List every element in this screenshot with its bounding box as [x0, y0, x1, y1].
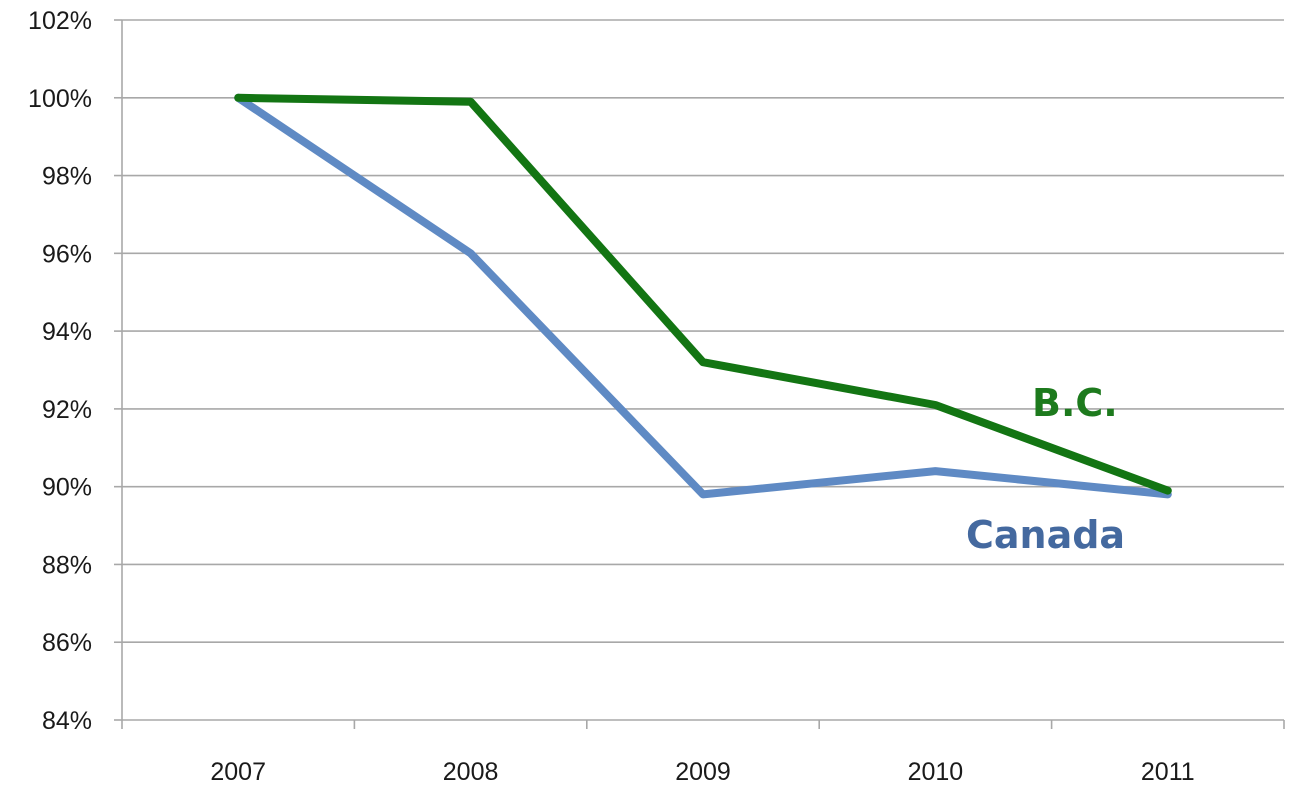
data-point	[1164, 487, 1171, 494]
data-point	[700, 491, 706, 498]
series-line-canada	[234, 93, 1172, 499]
series-line-b-c	[234, 93, 1172, 495]
y-tick-label: 86%	[42, 629, 92, 657]
x-tick-label: 2007	[210, 758, 266, 786]
y-tick-label: 88%	[42, 551, 92, 579]
axes	[121, 20, 1284, 721]
data-point	[932, 468, 939, 475]
data-point	[467, 98, 474, 105]
x-tick-label: 2010	[908, 758, 964, 786]
x-tick-label: 2011	[1141, 758, 1195, 786]
series-label-canada: Canada	[966, 513, 1125, 557]
series-lines	[234, 93, 1172, 499]
y-tick-label: 84%	[42, 707, 92, 735]
y-tick-label: 100%	[28, 85, 92, 113]
y-tick-label: 96%	[42, 240, 92, 268]
y-tick-label: 94%	[42, 318, 92, 346]
data-point	[467, 250, 474, 257]
series-labels: B.C. Canada	[966, 381, 1125, 557]
series-label-b-c: B.C.	[1032, 381, 1118, 425]
x-tick-label: 2008	[443, 758, 499, 786]
y-tick-label: 92%	[42, 396, 92, 424]
y-axis-ticks: 84% 86% 88% 90% 92% 94% 96% 98% 100% 102%	[28, 7, 122, 735]
data-point	[932, 402, 939, 408]
x-axis-ticks: 2007 2008 2009 2010 2011	[121, 720, 1285, 786]
y-tick-label: 102%	[28, 7, 92, 35]
gridlines	[122, 19, 1284, 644]
data-point	[235, 94, 242, 101]
x-tick-label: 2009	[675, 758, 731, 786]
y-tick-label: 98%	[42, 163, 92, 191]
data-point	[700, 359, 706, 366]
y-tick-label: 90%	[42, 474, 92, 502]
